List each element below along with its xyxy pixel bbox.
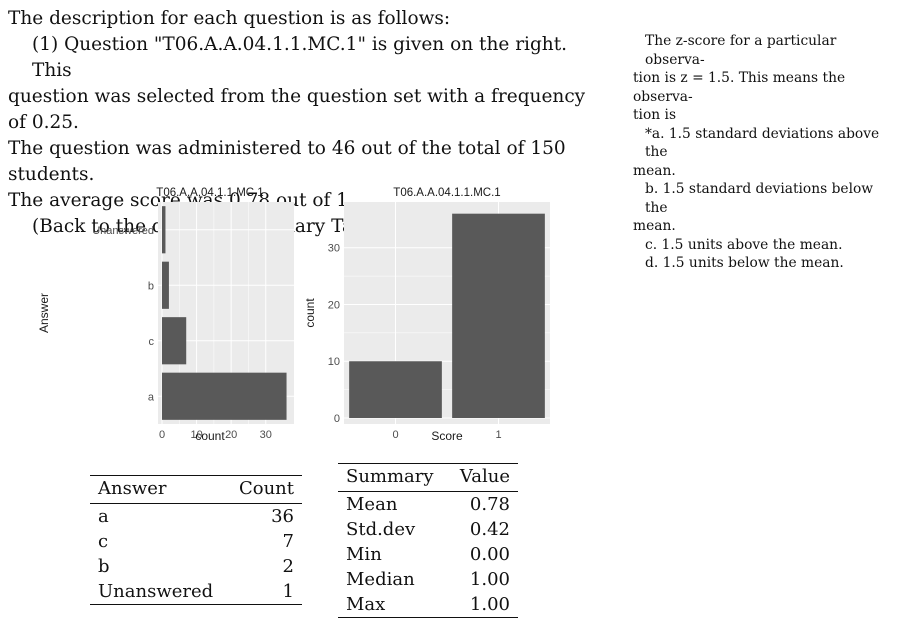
column-header-value: Value	[459, 466, 510, 487]
table-row: a 36	[90, 504, 302, 530]
stat-value-cell: 1.00	[469, 569, 510, 590]
question-stem-3: tion is	[633, 107, 677, 123]
y-tick-label: b	[148, 280, 154, 292]
table-row: Std.dev 0.42	[338, 517, 518, 542]
y-tick-label: 30	[328, 243, 340, 255]
question-text: The z-score for a particular observa- ti…	[633, 32, 895, 273]
table-row: Median 1.00	[338, 567, 518, 592]
bar	[162, 317, 187, 365]
y-tick-label: 20	[328, 299, 340, 311]
y-tick-label: c	[149, 336, 155, 348]
x-axis-label: count	[195, 429, 225, 443]
table-row: Unanswered 1	[90, 579, 302, 605]
column-header-count: Count	[238, 478, 294, 499]
column-header-answer: Answer	[98, 478, 167, 499]
bar	[162, 261, 169, 309]
description-heading: The description for each question is as …	[8, 8, 451, 29]
count-cell: 2	[282, 556, 294, 577]
table-row: Mean 0.78	[338, 492, 518, 518]
stat-value-cell: 1.00	[469, 594, 510, 615]
y-tick-label: 10	[328, 356, 340, 368]
y-tick-label: a	[148, 391, 155, 403]
bar	[349, 361, 442, 418]
table-row: Max 1.00	[338, 592, 518, 618]
count-cell: 36	[271, 506, 294, 527]
count-cell: 7	[282, 531, 294, 552]
stat-name-cell: Min	[346, 544, 382, 565]
stat-name-cell: Mean	[346, 494, 398, 515]
stat-value-cell: 0.78	[469, 494, 510, 515]
x-axis-label: Score	[431, 429, 463, 443]
stat-name-cell: Max	[346, 594, 386, 615]
bar	[162, 372, 287, 420]
x-tick-label: 1	[495, 429, 501, 441]
option-a-2: mean.	[633, 162, 676, 179]
x-tick-label: 0	[159, 429, 165, 441]
option-b-2: mean.	[633, 218, 676, 234]
y-axis-label: Answer	[37, 293, 51, 333]
stat-value-cell: 0.42	[469, 519, 510, 540]
question-stem-2: tion is z = 1.5. This means the observa-	[633, 70, 846, 105]
question-stem-1: The z-score for a particular observa-	[645, 33, 837, 68]
count-cell: 1	[282, 581, 294, 602]
stat-value-cell: 0.00	[469, 544, 510, 565]
score-count-chart: T06.A.A.04.1.1.MC.1 0 10 20 30 0 1 Score cou…	[303, 187, 550, 443]
y-tick-label: Unanswered	[92, 225, 154, 237]
description-line-3: The question was administered to 46 out …	[8, 138, 566, 185]
description-line-2: question was selected from the question …	[8, 86, 586, 133]
y-axis-label: count	[303, 298, 317, 328]
answer-count-chart: T06.A.A.04.1.1.MC.1 Unanswered b c a 0 10 20 3…	[37, 187, 294, 443]
answer-cell: c	[98, 531, 109, 552]
chart-title: T06.A.A.04.1.1.MC.1	[156, 187, 263, 199]
column-header-summary: Summary	[346, 466, 434, 487]
y-tick-label: 0	[334, 413, 340, 425]
answer-cell: Unanswered	[98, 581, 214, 602]
bar	[162, 206, 166, 254]
description-line-1: (1) Question "T06.A.A.04.1.1.MC.1" is gi…	[32, 34, 568, 81]
stat-name-cell: Std.dev	[346, 519, 416, 540]
x-tick-label: 10	[190, 429, 202, 441]
summary-table: Summary Value Mean 0.78 Std.dev 0.42 Min 0.…	[338, 463, 518, 618]
option-d: d. 1.5 units below the mean.	[645, 255, 844, 271]
option-a-1: *a. 1.5 standard deviations above the	[645, 125, 880, 161]
table-row: Min 0.00	[338, 542, 518, 567]
x-tick-label: 20	[225, 429, 237, 441]
option-b-1: b. 1.5 standard deviations below the	[645, 181, 874, 216]
answer-cell: a	[98, 506, 109, 527]
x-tick-label: 30	[260, 429, 272, 441]
x-tick-label: 0	[392, 429, 398, 441]
bar	[452, 213, 545, 418]
option-c: c. 1.5 units above the mean.	[645, 236, 843, 253]
chart-title: T06.A.A.04.1.1.MC.1	[393, 187, 500, 199]
stat-name-cell: Median	[346, 569, 415, 590]
answer-cell: b	[98, 556, 110, 577]
